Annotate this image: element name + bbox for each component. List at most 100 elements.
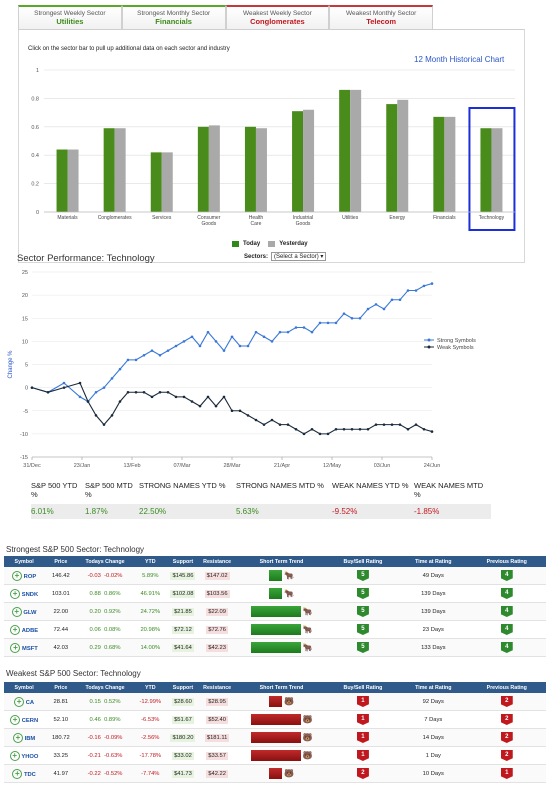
bar-yesterday[interactable] bbox=[67, 149, 79, 212]
bar-today[interactable] bbox=[292, 111, 304, 212]
bar-today[interactable] bbox=[244, 126, 256, 212]
rating-badge[interactable]: 2 bbox=[356, 768, 369, 779]
column-header[interactable]: Previous Rating bbox=[467, 556, 546, 567]
bar-today[interactable] bbox=[480, 128, 492, 212]
rating-badge[interactable]: 5 bbox=[356, 588, 369, 599]
column-header[interactable]: Resistance bbox=[198, 682, 237, 693]
table-row[interactable]: + MSFT 42.03 0.29 0.68% 14.00% $41.64 $42.23 🐂… bbox=[4, 638, 546, 657]
column-header[interactable]: Symbol bbox=[4, 556, 45, 567]
selected-sector-box[interactable] bbox=[468, 107, 516, 231]
rating-badge[interactable]: 5 bbox=[356, 642, 369, 653]
symbol-link[interactable]: GLW bbox=[23, 609, 37, 616]
resistance-value: $52.40 bbox=[206, 715, 228, 724]
symbol-link[interactable]: IBM bbox=[24, 735, 36, 742]
symbol-link[interactable]: TDC bbox=[23, 771, 36, 778]
table-row[interactable]: + YHOO 33.25 -0.21 -0.63% -17.78% $33.02 $33.… bbox=[4, 746, 546, 765]
bar-yesterday[interactable] bbox=[114, 128, 126, 212]
table-row[interactable]: + SNDK 103.01 0.88 0.86% 46.91% $102.08 $103.… bbox=[4, 584, 546, 603]
tab-weakest-weekly[interactable]: Weakest Weekly Sector Conglomerates bbox=[225, 5, 330, 29]
column-header[interactable]: Short Term Trend bbox=[236, 556, 327, 567]
sector-bar-chart[interactable]: 0 0.2 0.4 0.6 0.8 1 Materials Conglomerates Serv… bbox=[0, 0, 551, 265]
table-row[interactable]: + CA 28.81 0.15 0.52% -12.99% $28.60 $28.95 🐻 1… bbox=[4, 693, 546, 711]
tab-strongest-monthly[interactable]: Strongest Monthly Sector Financials bbox=[121, 5, 226, 29]
column-header[interactable]: Time at Rating bbox=[399, 682, 468, 693]
column-header[interactable]: Short Term Trend bbox=[236, 682, 327, 693]
bar-today[interactable] bbox=[433, 116, 445, 212]
trend-bar bbox=[250, 732, 301, 743]
symbol-link[interactable]: ADBE bbox=[21, 627, 39, 634]
expand-plus-icon[interactable]: + bbox=[11, 606, 22, 617]
bar-today[interactable] bbox=[197, 126, 209, 212]
tab-sublabel: Strongest Weekly Sector bbox=[34, 10, 106, 17]
expand-plus-icon[interactable]: + bbox=[14, 696, 25, 707]
expand-plus-icon[interactable]: + bbox=[10, 588, 21, 599]
rating-badge[interactable]: 1 bbox=[356, 696, 369, 707]
table-row[interactable]: + CERN 52.10 0.46 0.89% -6.53% $51.67 $52.40 🐻… bbox=[4, 710, 546, 729]
table-row[interactable]: + IBM 180.72 -0.16 -0.09% -2.56% $180.20 $181… bbox=[4, 728, 546, 747]
column-header[interactable]: Todays Change bbox=[77, 556, 133, 567]
expand-plus-icon[interactable]: + bbox=[9, 750, 20, 761]
bar-today[interactable] bbox=[103, 128, 115, 212]
column-header[interactable]: Time at Rating bbox=[399, 556, 468, 567]
expand-plus-icon[interactable]: + bbox=[12, 732, 23, 743]
symbol-link[interactable]: SNDK bbox=[21, 591, 39, 598]
rating-badge[interactable]: 5 bbox=[356, 624, 369, 635]
rating-badge[interactable]: 5 bbox=[356, 570, 369, 581]
resistance-cell: $181.11 bbox=[198, 728, 237, 747]
column-header[interactable]: Todays Change bbox=[77, 682, 133, 693]
bar-yesterday[interactable] bbox=[491, 128, 503, 212]
column-header[interactable]: Support bbox=[167, 682, 199, 693]
price-cell: 28.81 bbox=[44, 693, 78, 711]
expand-plus-icon[interactable]: + bbox=[10, 624, 21, 635]
rating-badge[interactable]: 5 bbox=[356, 606, 369, 617]
symbol-cell: + MSFT bbox=[4, 638, 45, 657]
column-header[interactable]: Buy/Sell Rating bbox=[326, 682, 400, 693]
bar-today[interactable] bbox=[56, 149, 68, 212]
symbol-link[interactable]: MSFT bbox=[22, 645, 38, 652]
column-header[interactable]: Price bbox=[44, 556, 78, 567]
table-row[interactable]: + ROP 146.42 -0.03 -0.02% 5.89% $145.86 $147.… bbox=[4, 567, 546, 585]
bar-yesterday[interactable] bbox=[208, 125, 220, 212]
bar-today[interactable] bbox=[150, 152, 162, 212]
column-header[interactable]: Symbol bbox=[4, 682, 45, 693]
bar-legend: Today Yesterday bbox=[232, 241, 308, 247]
ytd-cell: 5.89% bbox=[132, 567, 168, 585]
tab-strongest-weekly[interactable]: Strongest Weekly Sector Utilities bbox=[18, 5, 122, 29]
table-row[interactable]: + ADBE 72.44 0.06 0.08% 20.98% $72.12 $72.76 🐂… bbox=[4, 620, 546, 639]
change-percent: 0.86% bbox=[104, 590, 121, 597]
bar-yesterday[interactable] bbox=[161, 152, 173, 212]
column-header[interactable]: Support bbox=[167, 556, 199, 567]
column-header[interactable]: Price bbox=[44, 682, 78, 693]
symbol-link[interactable]: CA bbox=[25, 699, 35, 706]
bar-yesterday[interactable] bbox=[350, 89, 362, 212]
bar-yesterday[interactable] bbox=[255, 128, 267, 212]
column-header[interactable]: YTD bbox=[132, 556, 168, 567]
symbol-link[interactable]: CERN bbox=[21, 717, 39, 724]
bar-yesterday[interactable] bbox=[303, 109, 315, 212]
column-header[interactable]: YTD bbox=[132, 682, 168, 693]
expand-plus-icon[interactable]: + bbox=[10, 714, 21, 725]
column-header[interactable]: Resistance bbox=[198, 556, 237, 567]
table-row[interactable]: + TDC 41.97 -0.22 -0.52% -7.74% $41.73 $42.22… bbox=[4, 764, 546, 783]
line-legend-marker bbox=[427, 338, 431, 342]
column-header[interactable]: Buy/Sell Rating bbox=[326, 556, 400, 567]
symbol-link[interactable]: ROP bbox=[23, 573, 37, 580]
bar-yesterday[interactable] bbox=[444, 116, 456, 212]
sector-select-dropdown[interactable]: (Select a Sector) ▾ bbox=[271, 252, 327, 261]
expand-plus-icon[interactable]: + bbox=[12, 570, 23, 581]
rating-badge[interactable]: 1 bbox=[356, 750, 369, 761]
bar-today[interactable] bbox=[386, 104, 398, 212]
bar-today[interactable] bbox=[339, 89, 351, 212]
tab-weakest-monthly[interactable]: Weakest Monthly Sector Telecom bbox=[329, 5, 433, 29]
historical-chart-link[interactable]: 12 Month Historical Chart bbox=[414, 55, 505, 64]
symbol-link[interactable]: YHOO bbox=[21, 753, 39, 760]
expand-plus-icon[interactable]: + bbox=[10, 642, 21, 653]
column-header[interactable]: Previous Rating bbox=[467, 682, 546, 693]
line-ylabel: Change % bbox=[8, 350, 14, 379]
rating-badge[interactable]: 1 bbox=[356, 714, 369, 725]
strong-point bbox=[198, 344, 202, 348]
bar-yesterday[interactable] bbox=[397, 99, 409, 212]
expand-plus-icon[interactable]: + bbox=[12, 768, 23, 779]
rating-badge[interactable]: 1 bbox=[356, 732, 369, 743]
table-row[interactable]: + GLW 22.00 0.20 0.92% 24.72% $21.85 $22.09 🐂 5… bbox=[4, 602, 546, 621]
